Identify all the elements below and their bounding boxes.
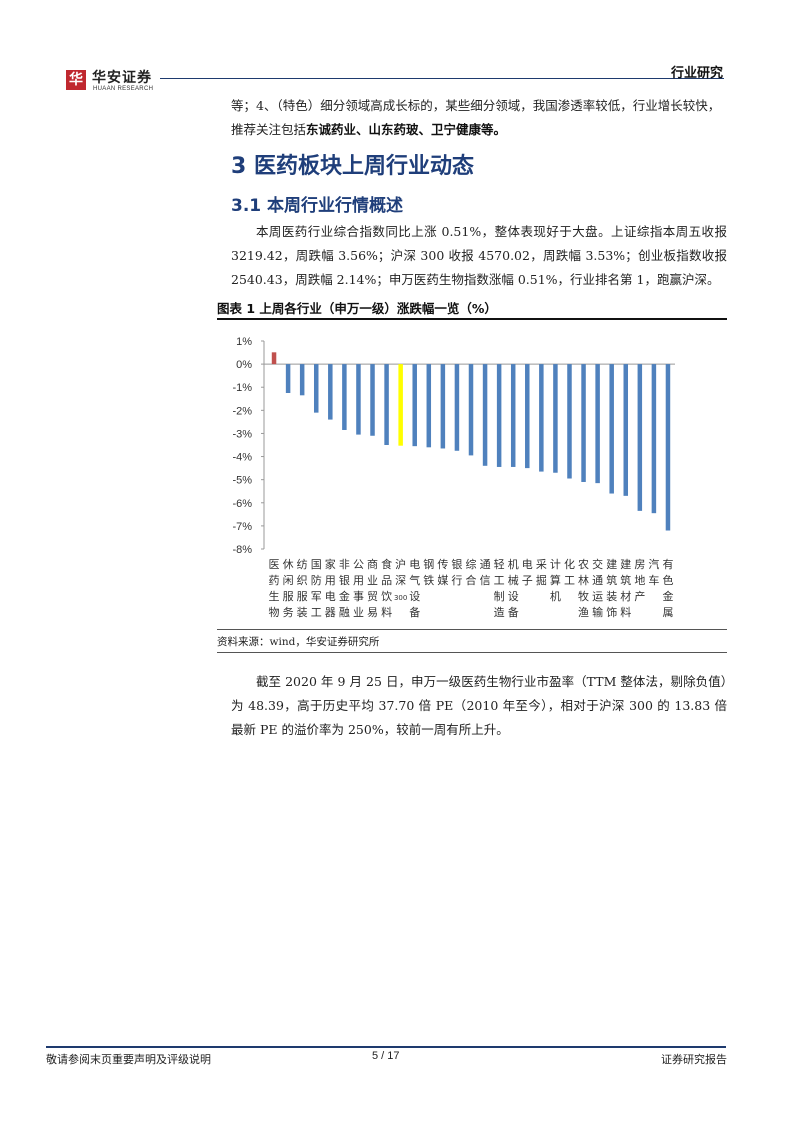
y-tick-label: 1%: [236, 336, 252, 348]
bar-家用电器: [328, 364, 333, 420]
bar-房地产: [637, 364, 643, 511]
page-number: 5 / 17: [372, 1050, 400, 1062]
x-tick-label: 建筑装饰: [606, 557, 617, 619]
bar-化工: [567, 364, 572, 479]
x-tick-label: 交通运输: [592, 557, 603, 619]
figure-title: 图表 1 上周各行业（申万一级）涨跌幅一览（%）: [217, 301, 497, 316]
logo-name-en: HUAAN RESEARCH: [93, 86, 154, 92]
intro-recommendations: 东诚药业、山东药玻、卫宁健康等。: [306, 122, 507, 137]
x-tick-label: 房地产: [634, 558, 645, 603]
y-tick-label: -4%: [232, 452, 252, 464]
x-tick-label: 传媒: [437, 558, 448, 587]
bar-国防军工: [313, 364, 319, 413]
y-tick-label: -1%: [232, 382, 252, 394]
x-tick-label: 汽车: [648, 557, 659, 587]
x-tick-label: 综合: [466, 557, 477, 587]
x-tick-label: 建筑材料: [620, 557, 631, 619]
figure-top-rule: [217, 318, 727, 320]
logo-mark: 华: [66, 70, 86, 90]
y-tick-label: -6%: [232, 498, 252, 510]
x-tick-label: 食品饮料: [381, 557, 392, 619]
bar-轻工制造: [496, 364, 502, 467]
bar-纺织服装: [299, 364, 305, 396]
bar-采掘: [539, 364, 544, 472]
bar-非银金融: [342, 364, 347, 430]
bar-传媒: [440, 364, 446, 449]
x-tick-label: 电子: [522, 558, 533, 587]
bar-交通运输: [595, 364, 600, 484]
bar-电子: [525, 364, 530, 469]
bar-食品饮料: [384, 364, 389, 445]
figure-source: 资料来源：wind，华安证券研究所: [217, 636, 380, 648]
x-tick-label: 纺织服装: [297, 557, 308, 619]
x-tick-label: 银行: [451, 557, 462, 587]
x-tick-label: 有色金属: [662, 557, 673, 619]
y-tick-label: -5%: [232, 475, 252, 487]
figure-mid-rule: [217, 629, 727, 630]
x-tick-label: 电气设备: [409, 558, 420, 619]
y-tick-label: -8%: [232, 544, 252, 556]
intro-line-1: 等；4、（特色）细分领域高成长标的，某些细分领域，我国渗透率较低，行业增长较快，: [231, 98, 721, 113]
bar-公用事业: [356, 364, 361, 435]
y-tick-label: 0%: [236, 359, 252, 371]
x-tick-label: 化工: [564, 557, 575, 587]
figure-bottom-rule: [217, 652, 727, 653]
bar-农林牧渔: [581, 364, 586, 482]
x-tick-label: 机械设备: [508, 557, 519, 619]
logo-name-cn: 华安证券: [92, 70, 152, 86]
bar-电气设备: [412, 364, 417, 447]
bar-建筑装饰: [609, 364, 614, 494]
intro-paragraph: 等；4、（特色）细分领域高成长标的，某些细分领域，我国渗透率较低，行业增长较快，…: [231, 94, 727, 142]
x-tick-label: 商业贸易: [367, 557, 378, 619]
industry-returns-chart: 1% 0% -1% -2% -3% -4% -5% -6% -7% -8% 医药生物休闲服务纺织服装…: [232, 336, 675, 619]
bar-综合: [468, 364, 474, 456]
x-tick-label: 沪深 300: [394, 557, 407, 602]
x-tick-label: 国防军工: [311, 558, 322, 619]
footer-rule: [46, 1046, 726, 1048]
bar-医药生物: [271, 352, 277, 365]
x-tick-label: 农林牧渔: [578, 557, 589, 619]
x-tick-label: 医药生物: [269, 558, 280, 619]
x-tick-label: 钢铁: [423, 558, 434, 587]
x-tick-label: 非银金融: [339, 558, 350, 619]
bar-计算机: [553, 364, 558, 473]
y-tick-label: -2%: [232, 405, 252, 417]
y-tick-label: -3%: [232, 428, 252, 440]
section-heading: 3 医药板块上周行业动态: [231, 154, 474, 179]
x-tick-label: 休闲服务: [283, 558, 294, 619]
bar-商业贸易: [370, 364, 375, 436]
market-overview-paragraph: 本周医药行业综合指数同比上涨 0.51%，整体表现好于大盘。上证综指本周五收报 …: [231, 224, 727, 287]
x-tick-label: 通信: [480, 558, 491, 587]
footer-doc-type: 证券研究报告: [661, 1053, 727, 1066]
x-tick-label: 家用电器: [325, 557, 336, 619]
header-rule: [160, 78, 724, 79]
footer-disclaimer: 敬请参阅末页重要声明及评级说明: [46, 1053, 211, 1066]
x-tick-label: 轻工制造: [494, 557, 505, 619]
bar-银行: [454, 364, 460, 451]
valuation-paragraph: 截至 2020 年 9 月 25 日，申万一级医药生物行业市盈率（TTM 整体法…: [231, 674, 727, 737]
bar-休闲服务: [285, 364, 291, 393]
x-tick-label: 公用事业: [353, 558, 364, 619]
bar-有色金属: [665, 364, 671, 531]
report-tag: 行业研究: [670, 66, 723, 81]
x-tick-label: 计算机: [550, 558, 561, 603]
bar-钢铁: [426, 364, 432, 448]
subsection-heading: 3.1 本周行业行情概述: [231, 196, 404, 216]
y-tick-label: -7%: [232, 521, 252, 533]
bar-汽车: [651, 364, 657, 514]
bar-沪深300: [398, 364, 403, 446]
x-tick-label: 采掘: [536, 558, 547, 587]
bar-通信: [482, 364, 488, 466]
intro-line-2: 推荐关注包括东诚药业、山东药玻、卫宁健康等。: [231, 118, 727, 142]
bar-机械设备: [510, 364, 516, 467]
bar-建筑材料: [623, 364, 629, 496]
intro-line-2-prefix: 推荐关注包括: [231, 122, 307, 137]
